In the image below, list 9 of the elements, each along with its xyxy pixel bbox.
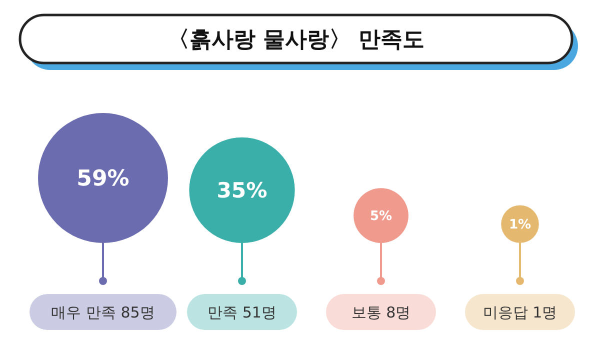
category-label: 매우 만족 85명 (51, 303, 155, 322)
data-label: 59% (76, 166, 130, 192)
data-label: 35% (216, 178, 268, 203)
category-label: 만족 51명 (208, 303, 276, 322)
category-label: 보통 8명 (351, 303, 411, 322)
category-label: 미응답 1명 (482, 303, 558, 322)
data-label: 1% (508, 218, 532, 233)
text: 〈흙사랑 물사랑〉 만족도 (167, 28, 425, 53)
data-label: 5% (370, 209, 392, 224)
